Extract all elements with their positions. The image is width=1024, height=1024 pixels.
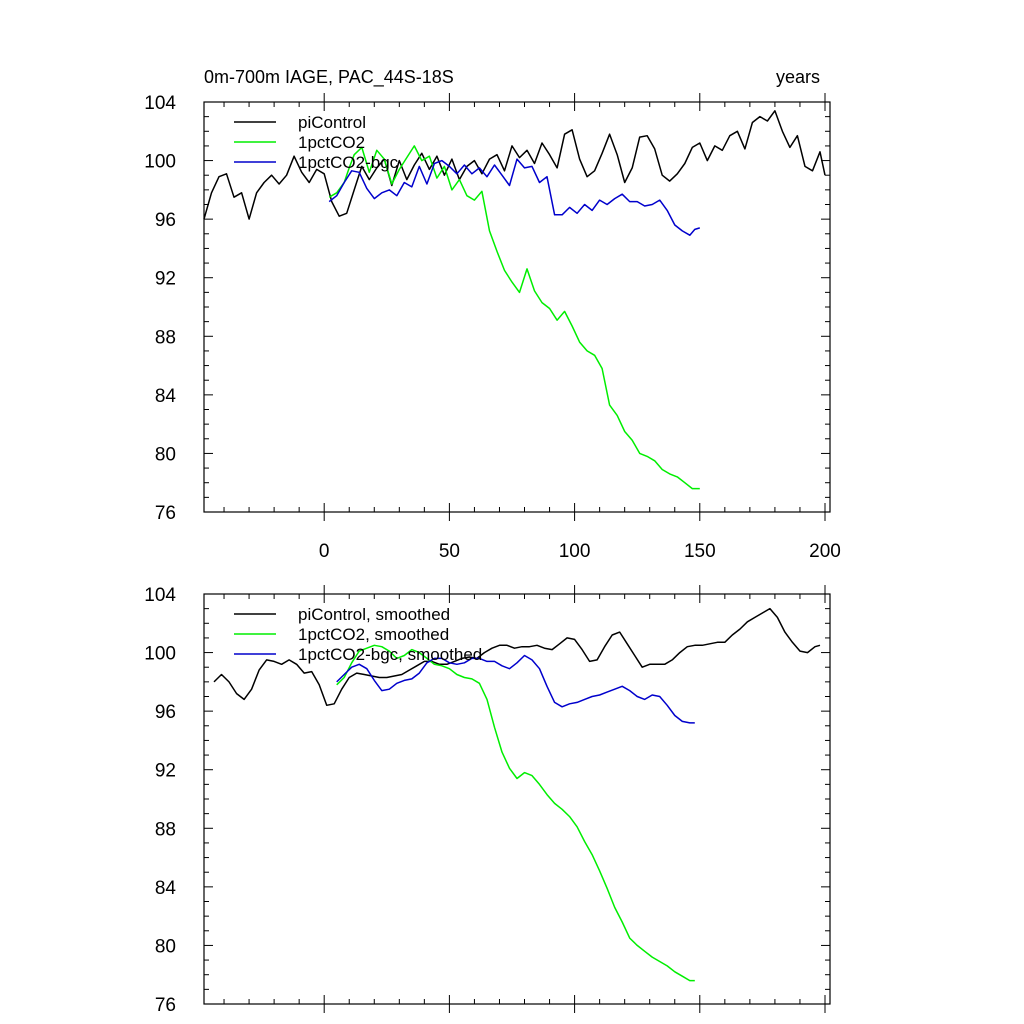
legend-label: piControl, smoothed xyxy=(298,605,450,624)
y-tick-label: 100 xyxy=(144,644,176,665)
units-label: years xyxy=(776,67,820,87)
panel-title: 0m-700m IAGE, PAC_44S-18S xyxy=(204,67,454,88)
legend-label: 1pctCO2-bgc, smoothed xyxy=(298,645,482,664)
series-line-0 xyxy=(213,607,821,707)
y-tick-label: 88 xyxy=(155,327,176,348)
series-line-0 xyxy=(203,110,826,220)
series-line-2 xyxy=(328,158,701,236)
y-tick-label: 104 xyxy=(144,585,176,606)
legend-label: 1pctCO2 xyxy=(298,133,365,152)
y-tick-label: 92 xyxy=(155,269,176,290)
x-tick-label: 50 xyxy=(439,541,460,562)
y-tick-label: 92 xyxy=(155,761,176,782)
y-tick-label: 80 xyxy=(155,444,176,465)
x-tick-label: 100 xyxy=(559,541,591,562)
legend-label: 1pctCO2, smoothed xyxy=(298,625,449,644)
y-tick-label: 76 xyxy=(155,995,176,1016)
y-tick-label: 96 xyxy=(155,702,176,723)
y-tick-label: 100 xyxy=(144,152,176,173)
y-tick-label: 84 xyxy=(155,878,177,899)
y-tick-label: 76 xyxy=(155,503,176,524)
series-line-1 xyxy=(328,145,700,490)
x-tick-label: 200 xyxy=(809,541,841,562)
y-tick-label: 80 xyxy=(155,936,176,957)
series-line-1 xyxy=(336,644,695,982)
x-tick-label: 0 xyxy=(319,541,330,562)
y-tick-label: 104 xyxy=(144,93,176,114)
top-panel-plot: 0m-700m IAGE, PAC_44S-18S years 76 80 84 88… xyxy=(144,67,841,562)
legend-label: piControl xyxy=(298,113,366,132)
x-tick-label: 150 xyxy=(684,541,716,562)
y-tick-label: 88 xyxy=(155,819,176,840)
y-tick-label: 84 xyxy=(155,386,177,407)
y-tick-label: 96 xyxy=(155,210,176,231)
series-line-2 xyxy=(336,654,695,724)
legend-label: 1pctCO2-bgc xyxy=(298,153,399,172)
